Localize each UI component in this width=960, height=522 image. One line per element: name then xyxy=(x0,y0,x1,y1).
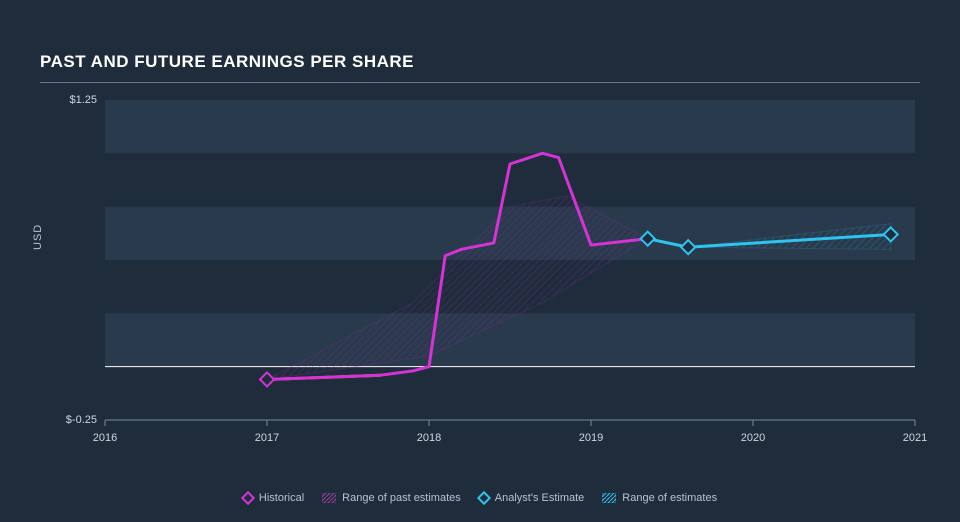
x-tick-label: 2020 xyxy=(741,432,765,444)
y-tick-label: $1.25 xyxy=(47,94,97,106)
legend-label: Analyst's Estimate xyxy=(495,492,585,504)
diamond-icon xyxy=(241,491,255,505)
legend-item-past-range: Range of past estimates xyxy=(322,492,461,504)
hatch-icon xyxy=(322,493,336,503)
legend-item-historical: Historical xyxy=(243,492,304,504)
x-tick-label: 2016 xyxy=(93,432,117,444)
x-tick-label: 2019 xyxy=(579,432,603,444)
legend-item-estimate: Analyst's Estimate xyxy=(479,492,585,504)
legend-label: Range of estimates xyxy=(622,492,717,504)
x-tick-label: 2021 xyxy=(903,432,927,444)
x-tick-label: 2017 xyxy=(255,432,279,444)
diamond-icon xyxy=(477,491,491,505)
legend-label: Range of past estimates xyxy=(342,492,461,504)
y-tick-label: $-0.25 xyxy=(47,414,97,426)
legend-item-estimate-range: Range of estimates xyxy=(602,492,717,504)
x-tick-label: 2018 xyxy=(417,432,441,444)
legend: Historical Range of past estimates Analy… xyxy=(0,492,960,504)
hatch-icon xyxy=(602,493,616,503)
legend-label: Historical xyxy=(259,492,304,504)
